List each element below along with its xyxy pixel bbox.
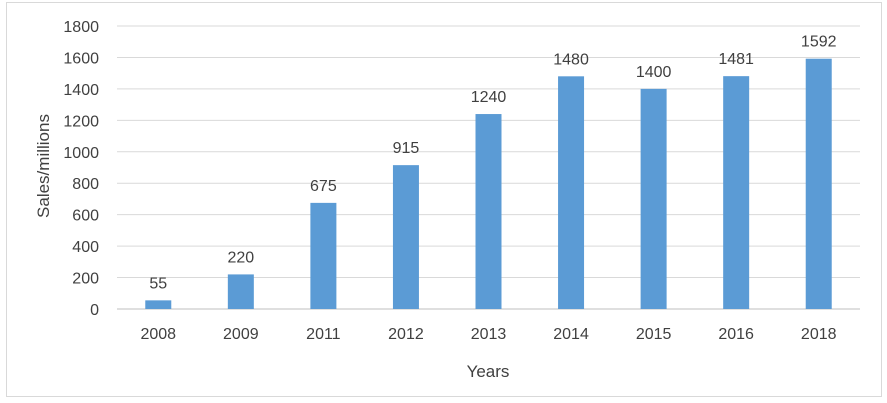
y-axis-ticks: 0 200 400 600 800 1000 1200 1400 1600 1800 xyxy=(63,19,99,319)
y-axis-title: Sales/millions xyxy=(34,114,53,218)
y-tick-label: 1600 xyxy=(63,50,99,67)
bar-2009 xyxy=(227,274,254,309)
data-label-2011: 675 xyxy=(310,178,337,195)
x-tick-label: 2011 xyxy=(306,326,341,343)
y-tick-label: 400 xyxy=(72,239,99,256)
x-tick-label: 2012 xyxy=(388,326,424,343)
data-labels: 55 220 675 915 1240 1480 1400 1481 1592 xyxy=(149,34,836,293)
x-axis-title: Years xyxy=(467,362,510,381)
bar-2011 xyxy=(310,202,337,309)
bar-2016 xyxy=(723,76,750,309)
data-label-2015: 1400 xyxy=(636,64,672,81)
y-tick-label: 800 xyxy=(72,176,99,193)
y-tick-label: 200 xyxy=(72,271,99,288)
data-label-2012: 915 xyxy=(393,140,420,157)
bar-2014 xyxy=(558,76,585,309)
chart-frame xyxy=(6,2,882,397)
bar-2015 xyxy=(640,88,667,309)
data-label-2008: 55 xyxy=(149,275,167,292)
y-tick-label: 1200 xyxy=(63,113,99,130)
x-tick-label: 2016 xyxy=(718,326,754,343)
data-label-2013: 1240 xyxy=(471,89,507,106)
y-tick-label: 1800 xyxy=(63,19,99,36)
x-tick-label: 2013 xyxy=(471,326,507,343)
x-tick-label: 2008 xyxy=(140,326,176,343)
bar-2008 xyxy=(145,300,172,309)
x-tick-label: 2018 xyxy=(801,326,837,343)
x-axis-ticks: 2008 2009 2011 2012 2013 2014 2015 2016 2018 xyxy=(140,326,836,343)
y-tick-label: 1400 xyxy=(63,82,99,99)
y-tick-label: 1000 xyxy=(63,145,99,162)
bar-2018 xyxy=(805,58,832,309)
data-label-2014: 1480 xyxy=(553,51,589,68)
x-tick-label: 2014 xyxy=(553,326,589,343)
x-tick-label: 2015 xyxy=(636,326,672,343)
bars xyxy=(145,58,832,310)
data-label-2018: 1592 xyxy=(801,34,837,51)
bar-2012 xyxy=(392,165,419,309)
y-tick-label: 0 xyxy=(90,302,99,319)
y-tick-label: 600 xyxy=(72,208,99,225)
data-label-2016: 1481 xyxy=(718,51,754,68)
data-label-2009: 220 xyxy=(227,249,254,266)
bar-2013 xyxy=(475,114,502,310)
x-tick-label: 2009 xyxy=(223,326,259,343)
